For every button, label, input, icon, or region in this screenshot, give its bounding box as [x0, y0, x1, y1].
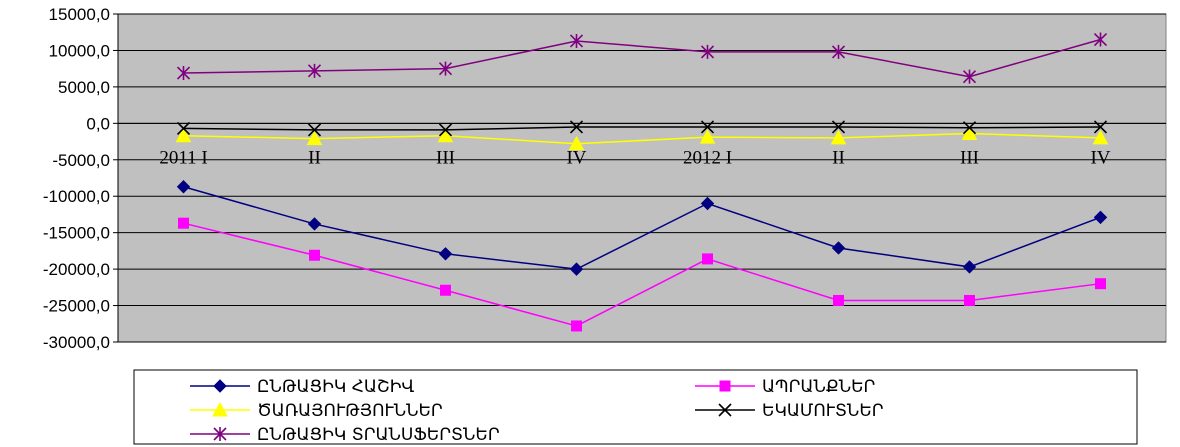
x-tick-label: II: [832, 147, 845, 168]
data-point: [1093, 32, 1108, 47]
plot-area: [117, 13, 1167, 343]
data-point: [571, 320, 582, 332]
series-group: [175, 32, 1109, 332]
series: [175, 125, 1109, 151]
data-point: [176, 66, 191, 81]
y-tick-label: -10000,0: [43, 187, 110, 206]
data-point: [306, 130, 323, 146]
data-point: [176, 180, 191, 194]
data-point: [569, 120, 584, 134]
data-point: [175, 127, 192, 143]
data-point: [176, 121, 191, 136]
legend-box: [133, 369, 1138, 445]
legend-label: ԸՆԹԱՑԻԿ ՏՐԱՆՍՖԵՐՏՆԵՐ: [257, 425, 500, 445]
data-point: [307, 217, 322, 231]
data-point: [700, 44, 715, 59]
data-point: [1092, 129, 1109, 145]
y-tick-labels: 15000,0 10000,0 5000,0 0,0 -5000,0 -10000,0 -1…: [43, 5, 110, 352]
y-tick-label: 15000,0: [49, 5, 110, 24]
data-point: [1093, 210, 1108, 225]
data-point: [962, 260, 977, 274]
data-point: [178, 217, 189, 229]
series: [178, 217, 1106, 332]
legend-label: ԵԿԱՄՈՒՏՆԵՐ: [762, 401, 884, 421]
y-tick-label: 10000,0: [49, 41, 110, 60]
data-point: [699, 129, 716, 144]
legend-label: ԱՊՐԱՆՔՆԵՐ: [762, 377, 875, 397]
legend-item: ԵԿԱՄՈՒՏՆԵՐ: [695, 401, 884, 421]
series-line: [183, 186, 1101, 270]
legend-item: ԸՆԹԱՑԻԿ ՀԱՇԻՎ: [190, 377, 415, 397]
series: [176, 32, 1108, 84]
data-point: [307, 63, 322, 78]
x-tick-label: III: [960, 147, 979, 168]
series-line: [183, 132, 1101, 145]
data-point: [569, 33, 584, 48]
y-tick-label: 0,0: [86, 114, 110, 133]
legend-item: ԱՊՐԱՆՔՆԵՐ: [695, 377, 875, 397]
data-point: [438, 247, 453, 261]
y-tick-label: 5000,0: [58, 78, 110, 97]
legend-label: ԾԱՌԱՅՈՒԹՅՈՒՆՆԵՐ: [257, 401, 443, 421]
x-tick-label: IV: [566, 147, 586, 168]
series-line: [183, 38, 1101, 78]
data-point: [702, 253, 713, 265]
legend: ԸՆԹԱՑԻԿ ՀԱՇԻՎ ԱՊՐԱՆՔՆԵՐ ԾԱՌԱՅՈՒԹՅՈՒՆՆԵՐ ԵԿԱ…: [190, 377, 884, 445]
data-point: [569, 262, 584, 276]
x-tick-label: IV: [1090, 147, 1110, 168]
series: [176, 120, 1108, 137]
data-point: [213, 379, 227, 393]
legend-item: ԾԱՌԱՅՈՒԹՅՈՒՆՆԵՐ: [190, 401, 443, 421]
data-point: [962, 121, 977, 135]
data-point: [964, 294, 975, 306]
data-point: [1095, 278, 1106, 290]
data-point: [718, 403, 732, 417]
x-tick-label: 2012 I: [683, 147, 732, 168]
data-point: [437, 127, 454, 143]
data-point: [831, 44, 846, 59]
data-point: [831, 120, 846, 134]
y-tick-label: -5000,0: [52, 151, 110, 170]
y-tick-label: -20000,0: [43, 260, 110, 279]
data-point: [213, 427, 227, 441]
data-point: [440, 284, 451, 296]
data-point: [962, 69, 977, 84]
y-tick-marks: [113, 13, 118, 343]
data-point: [568, 135, 585, 151]
data-point: [438, 61, 453, 76]
x-tick-label: II: [308, 147, 321, 168]
x-tick-label: III: [436, 147, 455, 168]
y-tick-label: -15000,0: [43, 224, 110, 243]
series-line: [183, 222, 1101, 327]
gridlines: [118, 13, 1166, 343]
data-point: [833, 294, 844, 306]
y-tick-label: -25000,0: [43, 297, 110, 316]
legend-label: ԸՆԹԱՑԻԿ ՀԱՇԻՎ: [257, 377, 415, 397]
x-tick-label: 2011 I: [159, 147, 207, 168]
series-line: [183, 126, 1101, 131]
x-tick-labels: 2011 I II III IV 2012 I II III IV: [159, 147, 1110, 168]
data-point: [961, 125, 978, 141]
data-point: [438, 123, 453, 137]
data-point: [700, 196, 715, 211]
data-point: [830, 129, 847, 145]
data-point: [1093, 120, 1108, 134]
data-point: [309, 249, 320, 261]
data-point: [307, 123, 322, 137]
series: [176, 180, 1108, 276]
y-tick-label: -30000,0: [43, 333, 110, 352]
data-point: [212, 401, 228, 417]
data-point: [719, 380, 731, 392]
data-point: [831, 241, 846, 255]
data-point: [700, 120, 715, 134]
legend-item: ԸՆԹԱՑԻԿ ՏՐԱՆՍՖԵՐՏՆԵՐ: [190, 425, 500, 445]
